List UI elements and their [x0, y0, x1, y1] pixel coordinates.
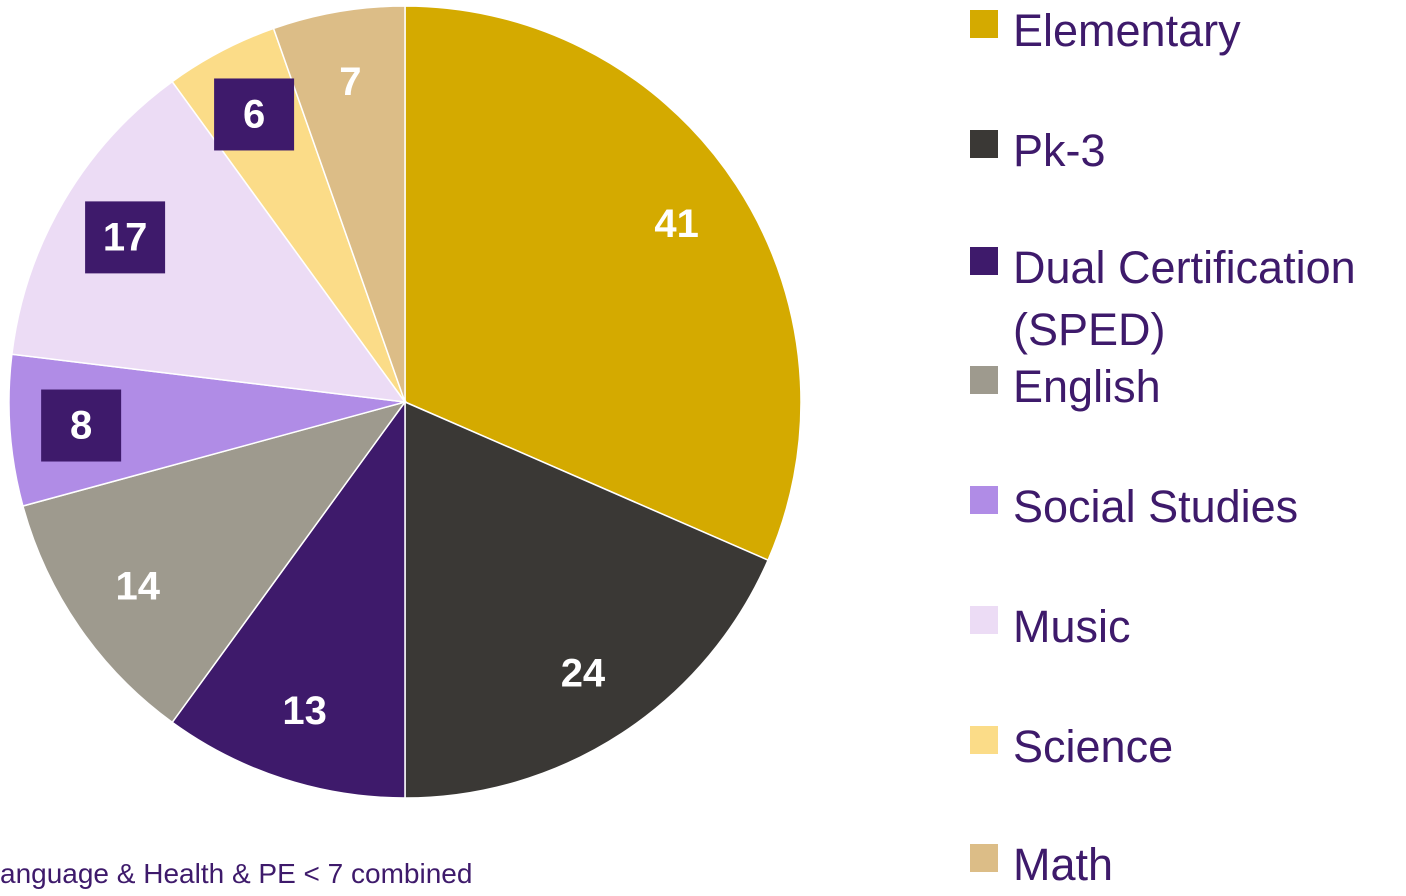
data-label: 6: [243, 92, 265, 136]
pie-slice: [11, 80, 407, 403]
legend-label: Science: [1013, 721, 1174, 772]
data-label: 8: [70, 404, 92, 448]
label-box: [41, 389, 122, 462]
annotation: anguage & Health & PE < 7 combined: [0, 858, 473, 889]
legend-swatch: [970, 486, 998, 514]
legend-item: Music: [970, 596, 1403, 658]
legend-swatch: [970, 10, 998, 38]
legend-item: Pk-3: [970, 120, 1403, 182]
legend-item: English: [970, 356, 1403, 418]
data-label: 24: [561, 652, 606, 696]
label-box: [85, 201, 166, 274]
legend-label: Music: [1013, 601, 1131, 652]
legend-label: Elementary: [1013, 5, 1241, 56]
chart: 41 24 13 14 8 17 6 7: [8, 5, 802, 799]
legend-swatch: [970, 844, 998, 872]
pie-slice: [404, 5, 802, 562]
data-label: 41: [654, 202, 699, 246]
legend-swatch: [970, 366, 998, 394]
legend-item: Social Studies: [970, 476, 1403, 538]
legend-swatch: [970, 726, 998, 754]
legend-swatch: [970, 130, 998, 158]
label-box: [214, 78, 295, 151]
legend-label: Pk-3: [1013, 125, 1106, 176]
pie-slice: [404, 400, 770, 799]
data-label: 13: [282, 689, 327, 733]
legend: Elementary Pk-3 Dual Certification (SPED) E…: [970, 0, 1406, 891]
pie-slice: [171, 399, 406, 799]
legend-item: Elementary: [970, 0, 1403, 62]
legend-item: Math: [970, 834, 1403, 896]
legend-label: Math: [1013, 839, 1114, 890]
legend-swatch: [970, 247, 998, 275]
data-label: 14: [116, 564, 161, 608]
legend-label: Social Studies: [1013, 481, 1299, 532]
legend-item: Dual Certification (SPED): [970, 237, 1403, 361]
data-label: 7: [339, 60, 361, 104]
legend-label: English: [1013, 361, 1161, 412]
data-label: 17: [103, 215, 148, 259]
pie-slice: [21, 400, 407, 724]
legend-swatch: [970, 606, 998, 634]
legend-label: Dual Certification (SPED): [1013, 242, 1356, 355]
pie-slice: [272, 5, 406, 403]
legend-item: Science: [970, 716, 1403, 778]
